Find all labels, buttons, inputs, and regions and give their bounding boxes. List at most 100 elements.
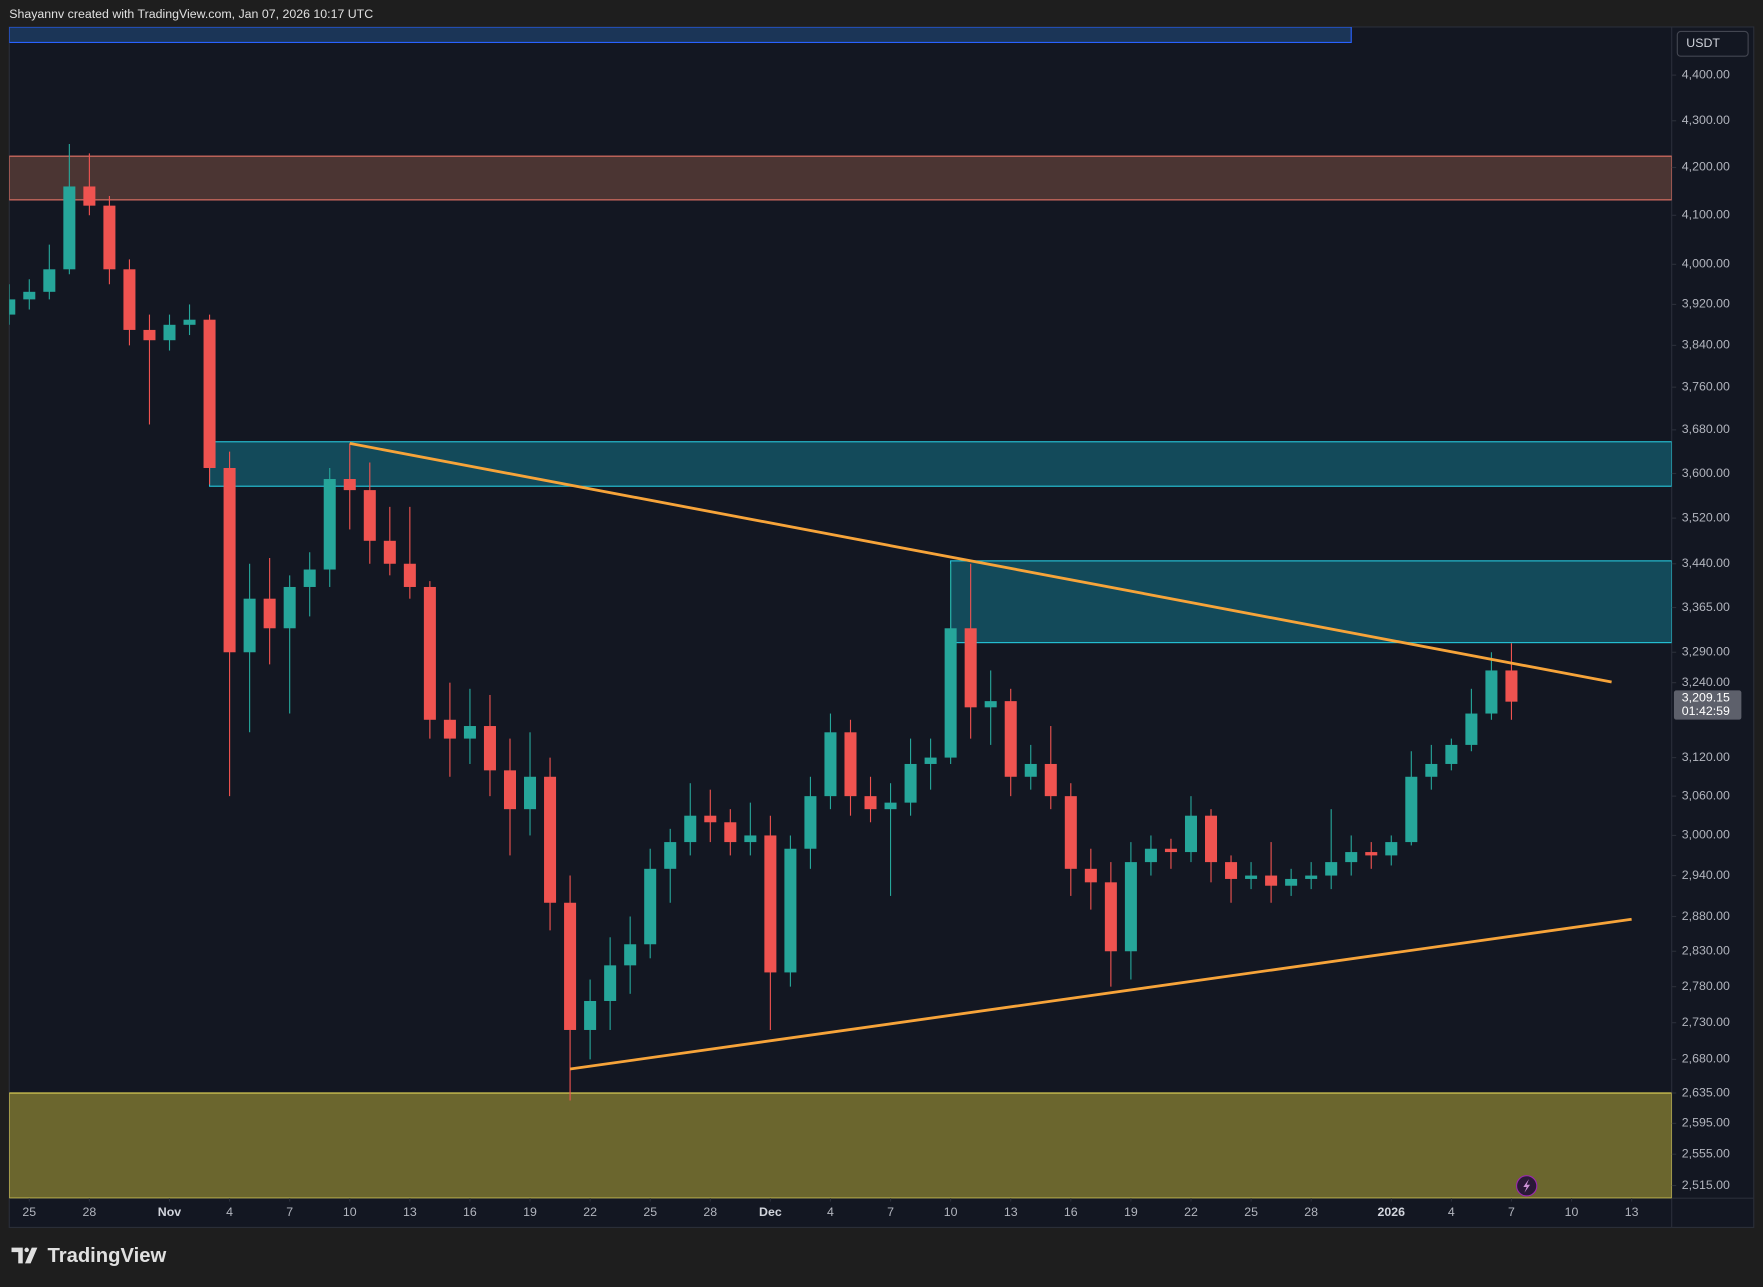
y-tick-label: 2,635.00 — [1682, 1085, 1730, 1099]
candle-body — [844, 732, 857, 797]
candle-body — [644, 868, 657, 945]
y-tick-label: 3,840.00 — [1682, 338, 1730, 352]
candle-body — [103, 205, 116, 270]
x-tick-label: 4 — [827, 1205, 834, 1219]
x-tick-label: 25 — [643, 1205, 657, 1219]
candle-body — [1104, 882, 1117, 952]
y-tick-label: 3,520.00 — [1682, 510, 1730, 524]
x-tick-label: 28 — [83, 1205, 97, 1219]
candle-body — [784, 848, 797, 973]
candle-body — [403, 563, 416, 587]
y-tick-label: 2,780.00 — [1682, 979, 1730, 993]
x-tick-label: 22 — [1184, 1205, 1198, 1219]
x-tick-label: 22 — [583, 1205, 597, 1219]
last-price-label: 3,209.15 — [1682, 691, 1730, 705]
candle-body — [864, 796, 877, 810]
candle-body — [544, 776, 557, 903]
candle-body — [684, 815, 697, 843]
trend-line — [569, 917, 1632, 1071]
candle-body — [323, 479, 336, 570]
candle-body — [664, 842, 677, 869]
x-tick-label: 13 — [1004, 1205, 1018, 1219]
last-price-box — [1673, 690, 1742, 720]
x-tick-label: 4 — [226, 1205, 233, 1219]
y-tick-label: 3,000.00 — [1682, 828, 1730, 842]
candle-body — [1184, 815, 1197, 853]
footer-logo: TradingView — [11, 1245, 166, 1267]
candle-body — [1144, 848, 1157, 863]
y-tick-label: 3,365.00 — [1682, 600, 1730, 614]
candle-body — [1245, 875, 1258, 879]
candle-body — [1265, 875, 1278, 886]
y-tick-label: 2,830.00 — [1682, 944, 1730, 958]
candle-body — [343, 479, 356, 491]
candle-body — [203, 319, 216, 468]
x-tick-label: 19 — [523, 1205, 537, 1219]
candle-body — [1325, 862, 1338, 876]
candle-body — [123, 269, 136, 330]
y-tick-label: 2,940.00 — [1682, 868, 1730, 882]
candle-body — [83, 186, 96, 206]
candle-body — [363, 490, 376, 541]
candle-body — [924, 757, 937, 764]
candle-body — [1205, 815, 1218, 863]
candle-body — [1445, 744, 1458, 764]
x-tick-label: 10 — [944, 1205, 958, 1219]
candle-body — [704, 815, 717, 823]
candle-body — [564, 902, 577, 1030]
candle-body — [183, 319, 196, 325]
candle-body — [23, 291, 36, 300]
candle-body — [423, 586, 436, 720]
y-tick-label: 3,760.00 — [1682, 379, 1730, 393]
candle-body — [303, 569, 316, 587]
candle-body — [764, 835, 777, 973]
y-tick-label: 2,730.00 — [1682, 1015, 1730, 1029]
y-tick-label: 2,515.00 — [1682, 1178, 1730, 1192]
candle-body — [1285, 878, 1298, 886]
candle-body — [443, 719, 456, 739]
currency-box[interactable] — [1676, 30, 1749, 57]
x-tick-label: 25 — [22, 1205, 36, 1219]
y-tick-label: 3,600.00 — [1682, 466, 1730, 480]
y-tick-label: 4,200.00 — [1682, 160, 1730, 174]
countdown-label: 01:42:59 — [1682, 704, 1730, 718]
x-tick-label: Dec — [759, 1205, 782, 1219]
y-tick-label: 4,100.00 — [1682, 208, 1730, 222]
y-tick-label: 3,290.00 — [1682, 645, 1730, 659]
zone — [9, 1092, 1672, 1199]
candle-body — [904, 763, 917, 803]
candle-body — [724, 822, 737, 843]
candle-body — [1164, 848, 1177, 853]
logo-dot — [24, 1247, 29, 1253]
candle-body — [1365, 852, 1378, 856]
candle-body — [43, 269, 56, 292]
candle-body — [1345, 852, 1358, 863]
candle-body — [1385, 842, 1398, 856]
logo-icon — [11, 1247, 38, 1264]
zone — [208, 441, 1672, 487]
y-tick-label: 2,555.00 — [1682, 1146, 1730, 1160]
x-tick-label: 7 — [1508, 1205, 1515, 1219]
candle-body — [283, 586, 296, 629]
candle-body — [1024, 763, 1037, 777]
candle-body — [584, 1000, 597, 1030]
zone — [9, 155, 1672, 201]
x-tick-label: 10 — [343, 1205, 357, 1219]
candle-body — [163, 324, 176, 341]
y-tick-label: 3,680.00 — [1682, 422, 1730, 436]
candle-body — [1405, 776, 1418, 843]
candle-body — [503, 770, 517, 810]
candle-body — [1064, 796, 1077, 869]
y-tick-label: 4,400.00 — [1682, 67, 1730, 81]
candle-body — [1225, 862, 1238, 879]
y-tick-label: 3,060.00 — [1682, 788, 1730, 802]
plot-area — [9, 26, 1672, 1199]
candle-body — [383, 540, 396, 564]
x-tick-label: 2026 — [1378, 1205, 1406, 1219]
candle-body — [63, 186, 76, 270]
header-text: Shayannv created with TradingView.com, J… — [9, 7, 373, 21]
x-tick-label: 19 — [1124, 1205, 1138, 1219]
candle-body — [1465, 713, 1478, 745]
currency-label: USDT — [1686, 36, 1720, 50]
